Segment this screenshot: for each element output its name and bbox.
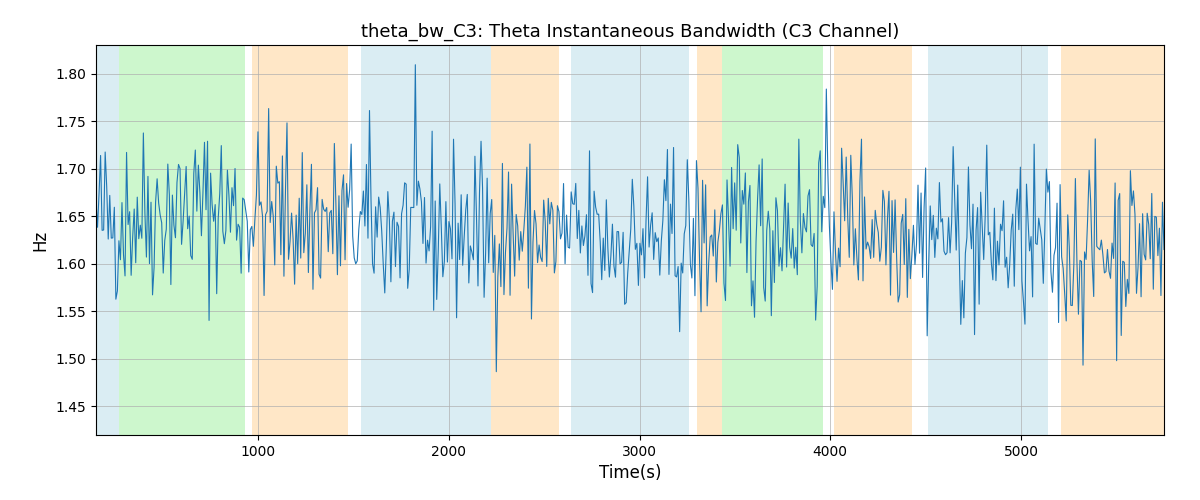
Bar <box>834 45 912 435</box>
Y-axis label: Hz: Hz <box>32 230 50 250</box>
Bar <box>96 45 119 435</box>
Title: theta_bw_C3: Theta Instantaneous Bandwidth (C3 Channel): theta_bw_C3: Theta Instantaneous Bandwid… <box>361 22 899 41</box>
Bar <box>491 45 559 435</box>
Bar <box>361 45 491 435</box>
Bar <box>571 45 689 435</box>
Bar <box>697 45 721 435</box>
X-axis label: Time(s): Time(s) <box>599 464 661 482</box>
Bar <box>252 45 348 435</box>
Bar <box>721 45 749 435</box>
Bar <box>1061 45 1164 435</box>
Bar <box>749 45 823 435</box>
Bar <box>928 45 1048 435</box>
Bar <box>119 45 245 435</box>
